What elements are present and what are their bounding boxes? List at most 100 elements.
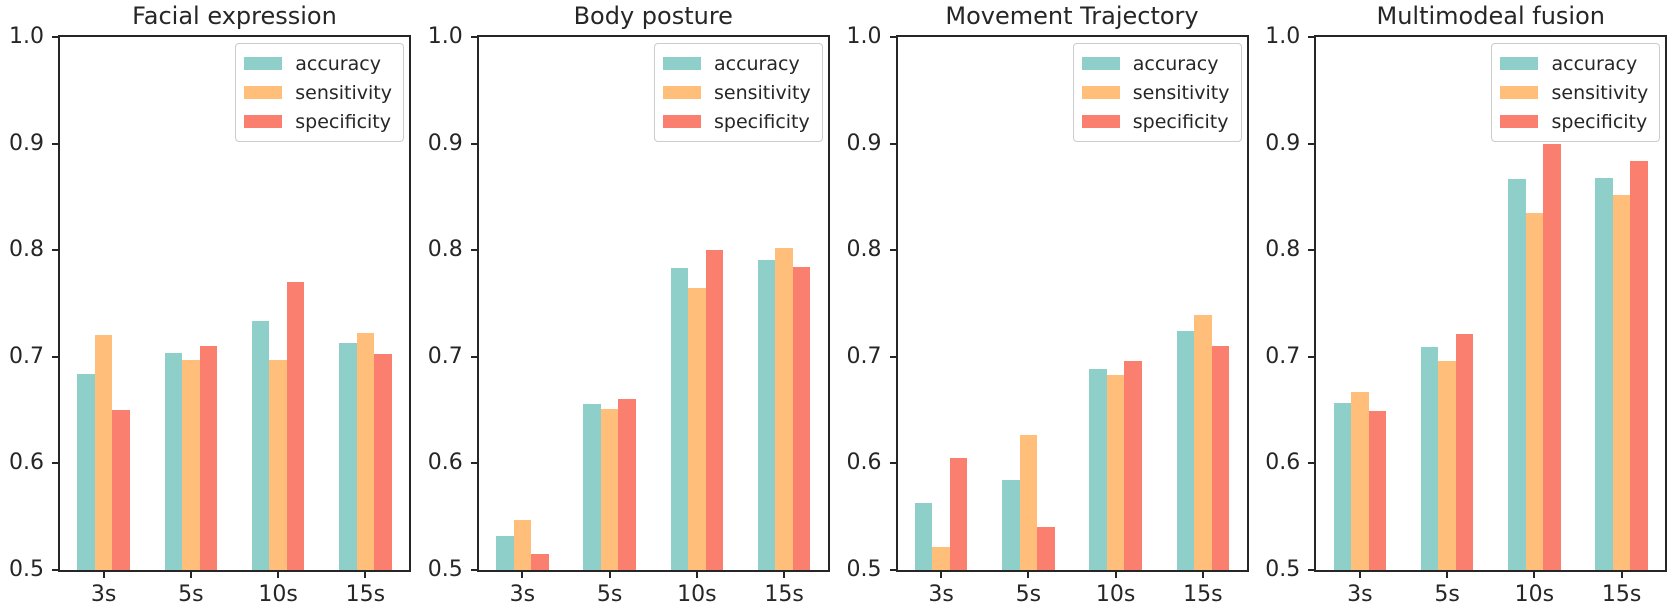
bar-specificity-5s bbox=[1037, 527, 1055, 570]
legend-swatch-sensitivity bbox=[244, 86, 283, 99]
bar-specificity-15s bbox=[1211, 346, 1230, 570]
x-tick bbox=[364, 572, 367, 578]
bar-accuracy-15s bbox=[339, 342, 357, 570]
y-tick-label: 0.6 bbox=[427, 450, 463, 476]
y-tick-label: 0.9 bbox=[846, 130, 882, 156]
bar-specificity-15s bbox=[1630, 160, 1648, 570]
x-tick-label: 10s bbox=[677, 582, 717, 607]
legend-swatch-specificity bbox=[1500, 115, 1539, 128]
y-tick bbox=[889, 355, 896, 358]
bar-accuracy-5s bbox=[583, 403, 601, 570]
y-tick-label: 0.5 bbox=[1265, 557, 1301, 582]
bar-specificity-15s bbox=[374, 353, 392, 570]
bar-specificity-10s bbox=[286, 282, 305, 570]
bar-sensitivity-3s bbox=[932, 546, 950, 570]
y-tick-label: 0.5 bbox=[9, 557, 44, 582]
y-tick-label: 0.6 bbox=[9, 450, 44, 476]
x-tick-label: 5s bbox=[596, 582, 623, 607]
y-tick bbox=[52, 36, 58, 38]
bar-sensitivity-3s bbox=[94, 335, 113, 570]
legend-item-specificity: specificity bbox=[1500, 107, 1648, 136]
bar-accuracy-10s bbox=[1508, 178, 1526, 570]
y-tick-label: 0.8 bbox=[9, 237, 44, 263]
y-tick-label: 0.5 bbox=[846, 557, 882, 582]
y-tick bbox=[470, 462, 477, 465]
bar-sensitivity-5s bbox=[1438, 361, 1456, 570]
y-tick-label: 0.7 bbox=[846, 343, 882, 369]
y-tick bbox=[52, 142, 58, 145]
y-tick-label: 0.9 bbox=[9, 130, 44, 156]
y-tick bbox=[52, 569, 58, 571]
chart-title: Multimodeal fusion bbox=[1376, 2, 1605, 30]
y-tick bbox=[1308, 249, 1315, 252]
legend: accuracy sensitivity specificity bbox=[235, 43, 404, 142]
chart-movement-trajectory: Movement Trajectory 0.5 0.6 0.7 0.8 0.9 1.0 3s… bbox=[838, 0, 1257, 612]
y-tick-label: 0.9 bbox=[427, 130, 463, 156]
y-tick-label: 0.6 bbox=[846, 450, 882, 476]
x-tick-label: 3s bbox=[90, 582, 117, 607]
y-tick bbox=[52, 249, 58, 252]
x-tick-label: 5s bbox=[1434, 582, 1460, 607]
x-tick-label: 5s bbox=[1015, 582, 1042, 607]
y-tick-label: 1.0 bbox=[427, 24, 463, 49]
bar-accuracy-10s bbox=[1089, 368, 1107, 570]
legend-swatch-sensitivity bbox=[1081, 86, 1120, 99]
legend-label-specificity: specificity bbox=[1132, 110, 1229, 133]
y-tick bbox=[889, 569, 896, 571]
x-tick bbox=[189, 572, 192, 578]
legend: accuracy sensitivity specificity bbox=[1072, 43, 1242, 142]
bar-specificity-3s bbox=[1368, 411, 1387, 570]
legend-item-sensitivity: sensitivity bbox=[244, 78, 392, 107]
y-tick bbox=[889, 462, 896, 465]
bar-sensitivity-10s bbox=[1106, 374, 1125, 570]
legend-label-sensitivity: sensitivity bbox=[295, 81, 392, 104]
y-tick-label: 0.7 bbox=[1265, 343, 1301, 369]
y-tick bbox=[889, 36, 896, 38]
bar-sensitivity-15s bbox=[1194, 315, 1212, 570]
y-tick-label: 0.6 bbox=[1265, 450, 1301, 476]
bar-sensitivity-5s bbox=[600, 409, 619, 570]
legend-label-accuracy: accuracy bbox=[1551, 52, 1638, 75]
plot-area: 0.5 0.6 0.7 0.8 0.9 1.0 3s 5s 10s 15s accuracy sens… bbox=[428, 24, 830, 607]
bar-accuracy-15s bbox=[1176, 331, 1195, 570]
bar-accuracy-10s bbox=[670, 268, 689, 570]
legend-label-specificity: specificity bbox=[295, 110, 391, 133]
x-tick bbox=[608, 572, 611, 578]
legend-item-accuracy: accuracy bbox=[244, 49, 392, 78]
bar-accuracy-10s bbox=[251, 320, 270, 570]
x-tick bbox=[1358, 572, 1361, 578]
plot-area: 0.5 0.6 0.7 0.8 0.9 1.0 3s 5s 10s 15s accuracy sens… bbox=[9, 24, 411, 607]
legend-item-sensitivity: sensitivity bbox=[662, 78, 811, 107]
y-tick-label: 0.5 bbox=[427, 557, 463, 582]
y-tick-label: 0.8 bbox=[846, 237, 882, 263]
legend-item-specificity: specificity bbox=[244, 107, 392, 136]
y-tick-label: 0.7 bbox=[427, 343, 463, 369]
plot-area: 0.5 0.6 0.7 0.8 0.9 1.0 3s 5s 10s 15s accuracy sens… bbox=[1265, 24, 1668, 607]
bar-sensitivity-5s bbox=[1019, 434, 1038, 570]
y-tick-label: 1.0 bbox=[1265, 24, 1301, 49]
x-tick-label: 3s bbox=[509, 582, 536, 607]
bar-accuracy-3s bbox=[77, 373, 95, 570]
legend-label-specificity: specificity bbox=[713, 110, 810, 133]
legend-label-accuracy: accuracy bbox=[713, 52, 800, 75]
y-tick-label: 1.0 bbox=[9, 24, 44, 49]
chart-multimodeal-fusion: Multimodeal fusion 0.5 0.6 0.7 0.8 0.9 1.0 3s 5… bbox=[1256, 0, 1675, 612]
y-tick bbox=[470, 569, 477, 571]
legend-swatch-sensitivity bbox=[662, 86, 701, 99]
bar-accuracy-5s bbox=[1002, 480, 1020, 570]
y-tick bbox=[1308, 355, 1315, 358]
legend-label-specificity: specificity bbox=[1551, 110, 1648, 133]
y-tick-label: 0.7 bbox=[9, 343, 44, 369]
bar-specificity-3s bbox=[531, 554, 549, 570]
x-tick bbox=[1114, 572, 1117, 578]
x-tick-label: 15s bbox=[345, 582, 386, 607]
bar-sensitivity-15s bbox=[1612, 194, 1631, 570]
bar-sensitivity-5s bbox=[182, 360, 200, 570]
legend-item-accuracy: accuracy bbox=[1081, 49, 1230, 78]
x-tick-label: 5s bbox=[178, 582, 204, 607]
bar-accuracy-3s bbox=[1333, 402, 1352, 570]
x-tick-label: 10s bbox=[1514, 582, 1555, 607]
bar-sensitivity-3s bbox=[1351, 391, 1369, 570]
x-tick bbox=[521, 572, 524, 578]
